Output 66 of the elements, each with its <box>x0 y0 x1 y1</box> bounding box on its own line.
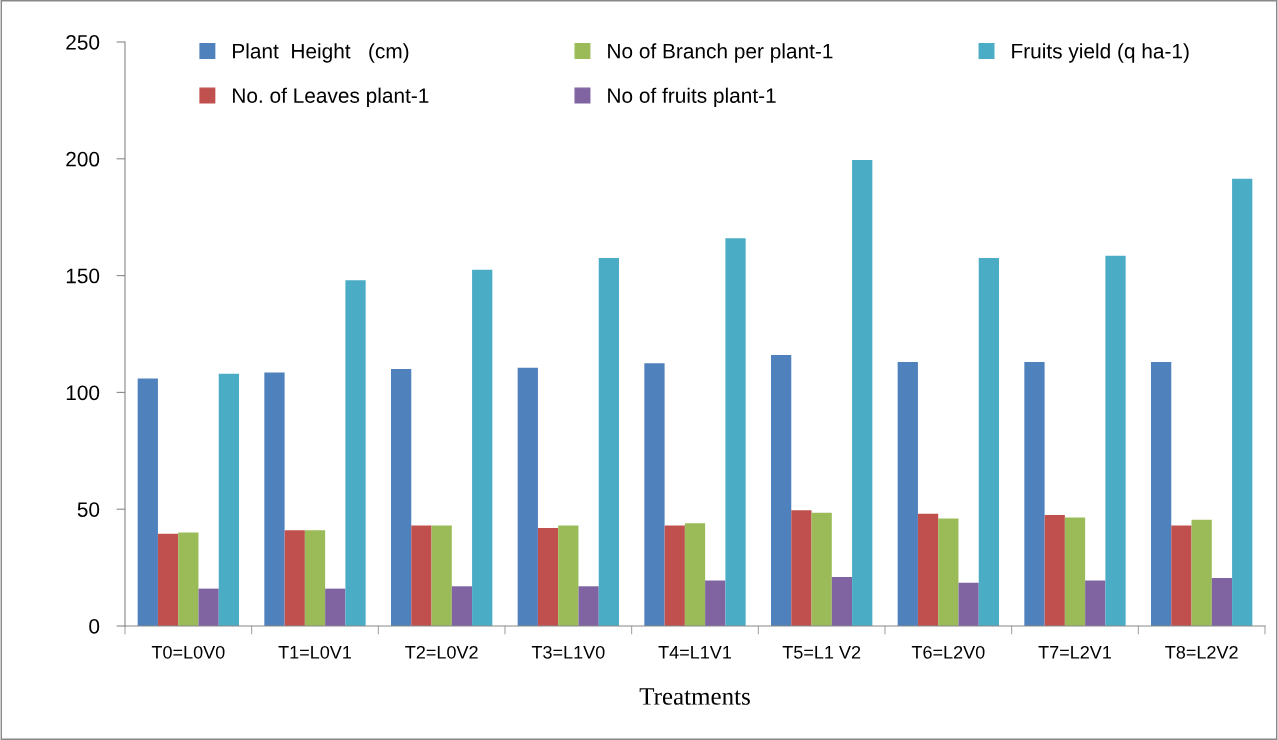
legend-label: No of Branch per plant-1 <box>608 43 833 63</box>
bar <box>1232 178 1253 626</box>
bar <box>178 532 199 626</box>
bar <box>198 588 219 626</box>
legend-label: No. of Leaves plant-1 <box>233 87 429 108</box>
bar <box>1211 578 1233 626</box>
bar <box>345 280 366 626</box>
y-tick-label: 250 <box>66 35 100 50</box>
bar <box>578 586 599 626</box>
legend-label: Fruits yield (q ha-1) <box>1012 43 1189 63</box>
bar <box>684 523 706 626</box>
bar <box>137 378 158 626</box>
bar <box>811 512 832 626</box>
bar <box>1151 362 1172 626</box>
bar <box>791 510 812 626</box>
bar <box>431 525 452 626</box>
bar <box>705 580 726 626</box>
bar <box>897 362 918 626</box>
bar <box>537 527 559 626</box>
y-tick-label: 100 <box>66 385 100 401</box>
x-tick-label: T7=L2V1 <box>1038 645 1112 659</box>
x-tick-label: T1=L0V1 <box>278 645 352 659</box>
bar <box>411 525 432 626</box>
bar <box>304 530 326 626</box>
bar <box>1064 517 1086 626</box>
x-tick-label: T3=L1V0 <box>531 645 605 659</box>
bar <box>725 238 746 626</box>
x-axis-title: Treatments <box>639 688 750 705</box>
bar <box>917 513 939 626</box>
bar <box>558 525 579 626</box>
x-tick-label: T6=L2V0 <box>911 645 985 659</box>
bar <box>831 576 853 626</box>
x-tick-label: T2=L0V2 <box>405 645 478 659</box>
bar <box>157 533 179 626</box>
x-tick-label: T4=L1V1 <box>658 646 732 659</box>
bar <box>958 582 979 626</box>
bar <box>218 373 239 626</box>
bar <box>472 269 493 626</box>
bar <box>598 258 619 626</box>
bar <box>852 159 873 626</box>
bar <box>1191 519 1212 626</box>
y-tick-label: 0 <box>89 619 100 634</box>
bar <box>391 369 412 626</box>
bar <box>664 525 685 626</box>
bar <box>284 530 305 626</box>
bar <box>1044 515 1065 626</box>
x-tick-label: T5=L1 V2 <box>782 645 861 659</box>
bar <box>978 258 999 626</box>
x-tick-label: T8=L2V2 <box>1165 645 1238 659</box>
bar <box>1085 580 1106 626</box>
bar <box>771 355 792 626</box>
bar <box>938 518 959 626</box>
bar <box>1171 525 1192 626</box>
bar <box>1024 362 1045 626</box>
x-tick-label: T0=L0V0 <box>151 645 225 659</box>
bar <box>451 586 473 626</box>
bar <box>325 588 346 626</box>
bar <box>517 367 538 626</box>
bar <box>264 372 285 626</box>
bar <box>644 363 665 626</box>
y-tick-label: 150 <box>66 268 100 284</box>
legend-label: No of fruits plant-1 <box>608 87 776 108</box>
legend-label: Plant Height (cm) <box>233 43 409 63</box>
y-tick-label: 50 <box>77 502 100 517</box>
bar <box>1105 255 1126 626</box>
y-tick-label: 200 <box>66 151 100 167</box>
